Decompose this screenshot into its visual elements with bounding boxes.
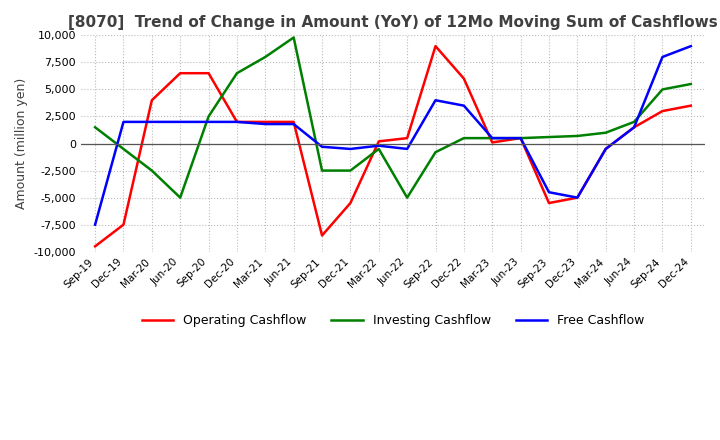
Free Cashflow xyxy=(601,147,610,152)
Line: Operating Cashflow: Operating Cashflow xyxy=(95,46,690,246)
Free Cashflow xyxy=(119,119,127,125)
Free Cashflow xyxy=(658,54,667,59)
Free Cashflow xyxy=(204,119,213,125)
Free Cashflow xyxy=(91,222,99,227)
Free Cashflow xyxy=(318,144,326,150)
Operating Cashflow xyxy=(601,147,610,152)
Operating Cashflow xyxy=(204,70,213,76)
Line: Investing Cashflow: Investing Cashflow xyxy=(95,37,690,198)
Title: [8070]  Trend of Change in Amount (YoY) of 12Mo Moving Sum of Cashflows: [8070] Trend of Change in Amount (YoY) o… xyxy=(68,15,718,30)
Investing Cashflow xyxy=(686,81,695,87)
Free Cashflow xyxy=(488,136,497,141)
Investing Cashflow xyxy=(431,150,440,155)
Investing Cashflow xyxy=(318,168,326,173)
Investing Cashflow xyxy=(488,136,497,141)
Free Cashflow xyxy=(516,136,525,141)
Free Cashflow xyxy=(176,119,184,125)
Operating Cashflow xyxy=(402,136,411,141)
Operating Cashflow xyxy=(516,136,525,141)
Free Cashflow xyxy=(289,121,298,127)
Free Cashflow xyxy=(573,195,582,200)
Operating Cashflow xyxy=(318,233,326,238)
Investing Cashflow xyxy=(601,130,610,136)
Investing Cashflow xyxy=(204,114,213,119)
Investing Cashflow xyxy=(346,168,355,173)
Investing Cashflow xyxy=(176,195,184,200)
Operating Cashflow xyxy=(488,140,497,145)
Free Cashflow xyxy=(148,119,156,125)
Operating Cashflow xyxy=(544,200,553,205)
Operating Cashflow xyxy=(686,103,695,108)
Free Cashflow xyxy=(544,190,553,195)
Investing Cashflow xyxy=(374,147,383,152)
Operating Cashflow xyxy=(176,70,184,76)
Operating Cashflow xyxy=(119,222,127,227)
Investing Cashflow xyxy=(261,54,269,59)
Operating Cashflow xyxy=(233,119,241,125)
Operating Cashflow xyxy=(459,76,468,81)
Free Cashflow xyxy=(431,98,440,103)
Investing Cashflow xyxy=(658,87,667,92)
Operating Cashflow xyxy=(658,108,667,114)
Operating Cashflow xyxy=(573,195,582,200)
Operating Cashflow xyxy=(374,139,383,144)
Investing Cashflow xyxy=(119,147,127,152)
Operating Cashflow xyxy=(431,44,440,49)
Free Cashflow xyxy=(233,119,241,125)
Legend: Operating Cashflow, Investing Cashflow, Free Cashflow: Operating Cashflow, Investing Cashflow, … xyxy=(137,309,649,332)
Operating Cashflow xyxy=(289,119,298,125)
Free Cashflow xyxy=(686,44,695,49)
Free Cashflow xyxy=(261,121,269,127)
Investing Cashflow xyxy=(289,35,298,40)
Investing Cashflow xyxy=(402,195,411,200)
Investing Cashflow xyxy=(573,133,582,139)
Investing Cashflow xyxy=(91,125,99,130)
Investing Cashflow xyxy=(459,136,468,141)
Investing Cashflow xyxy=(148,168,156,173)
Free Cashflow xyxy=(402,147,411,152)
Investing Cashflow xyxy=(233,70,241,76)
Free Cashflow xyxy=(374,143,383,148)
Operating Cashflow xyxy=(261,119,269,125)
Investing Cashflow xyxy=(630,119,639,125)
Y-axis label: Amount (million yen): Amount (million yen) xyxy=(15,78,28,209)
Investing Cashflow xyxy=(516,136,525,141)
Operating Cashflow xyxy=(346,200,355,205)
Line: Free Cashflow: Free Cashflow xyxy=(95,46,690,225)
Operating Cashflow xyxy=(91,244,99,249)
Investing Cashflow xyxy=(544,134,553,139)
Free Cashflow xyxy=(630,125,639,130)
Operating Cashflow xyxy=(148,98,156,103)
Free Cashflow xyxy=(346,147,355,152)
Operating Cashflow xyxy=(630,125,639,130)
Free Cashflow xyxy=(459,103,468,108)
